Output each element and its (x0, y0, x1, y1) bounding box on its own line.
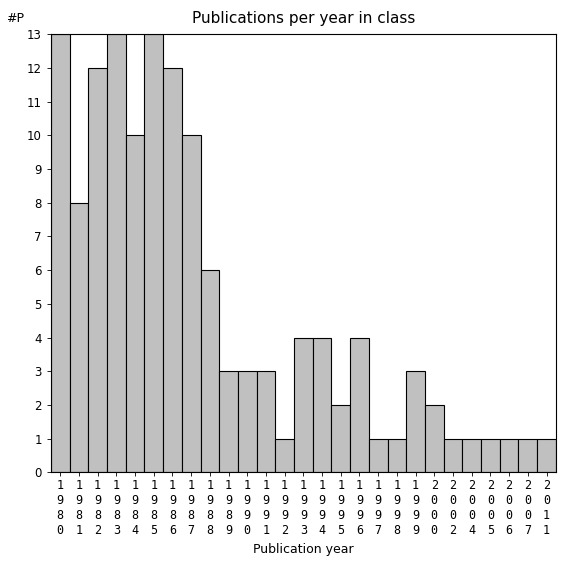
Bar (388, 439, 406, 472)
Bar (406, 371, 425, 472)
Bar (107, 34, 126, 472)
Bar (425, 405, 443, 472)
Bar (481, 439, 500, 472)
Bar (88, 68, 107, 472)
Bar (238, 371, 257, 472)
Bar (126, 136, 145, 472)
Bar (145, 34, 163, 472)
Bar (201, 270, 219, 472)
Bar (313, 337, 332, 472)
Bar (182, 136, 201, 472)
Bar (294, 337, 313, 472)
Bar (332, 405, 350, 472)
Bar (219, 371, 238, 472)
X-axis label: Publication year: Publication year (253, 543, 354, 556)
Bar (369, 439, 388, 472)
Bar (276, 439, 294, 472)
Bar (163, 68, 182, 472)
Bar (537, 439, 556, 472)
Bar (500, 439, 518, 472)
Bar (443, 439, 462, 472)
Bar (462, 439, 481, 472)
Bar (518, 439, 537, 472)
Bar (257, 371, 276, 472)
Title: Publications per year in class: Publications per year in class (192, 11, 415, 26)
Bar (350, 337, 369, 472)
Bar (70, 203, 88, 472)
Y-axis label: #P: #P (6, 12, 24, 26)
Bar (51, 34, 70, 472)
